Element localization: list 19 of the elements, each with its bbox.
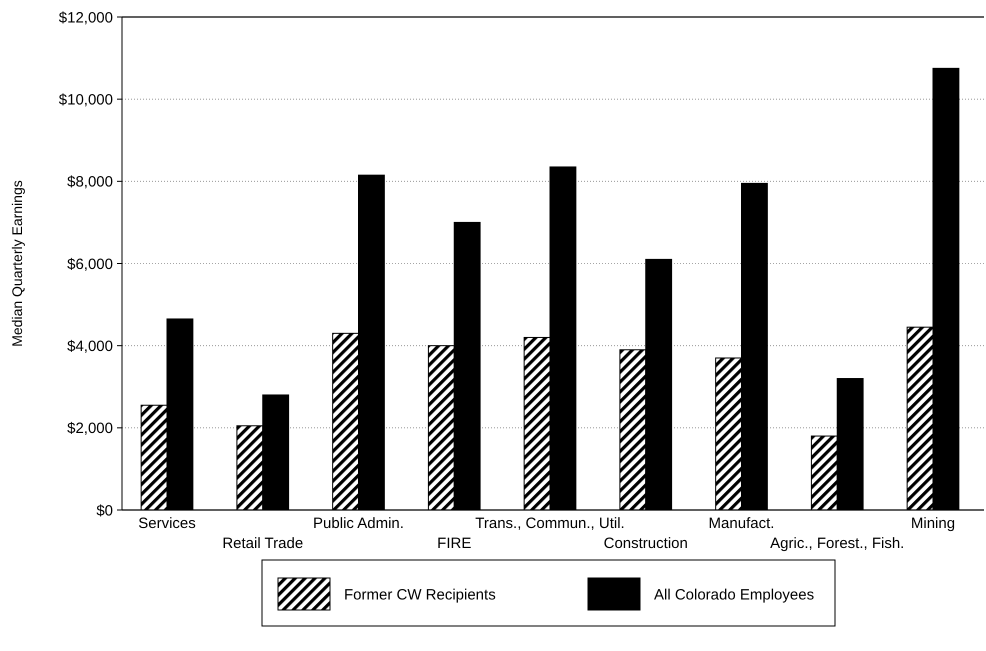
x-tick-label: Public Admin. bbox=[313, 515, 404, 532]
x-tick-label: Services bbox=[138, 515, 196, 532]
y-tick-label: $4,000 bbox=[67, 338, 113, 355]
x-tick-label: FIRE bbox=[437, 535, 472, 552]
legend-label: All Colorado Employees bbox=[654, 586, 814, 604]
x-tick-label: Agric., Forest., Fish. bbox=[770, 535, 904, 552]
x-tick-label: Trans., Commun., Util. bbox=[475, 515, 625, 532]
x-tick-label: Construction bbox=[604, 535, 688, 552]
x-tick-label: Retail Trade bbox=[222, 535, 304, 552]
y-axis-title: Median Quarterly Earnings bbox=[9, 180, 25, 347]
y-tick-label: $8,000 bbox=[67, 174, 113, 191]
y-tick-label: $10,000 bbox=[58, 91, 113, 108]
y-tick-label: $0 bbox=[96, 502, 113, 520]
x-tick-label: Mining bbox=[910, 515, 956, 532]
legend-label: Former CW Recipients bbox=[344, 586, 496, 604]
x-tick-label: Manufact. bbox=[708, 515, 774, 532]
y-tick-label: $6,000 bbox=[67, 256, 113, 273]
y-tick-label: $2,000 bbox=[67, 420, 113, 438]
y-tick-label: $12,000 bbox=[58, 9, 113, 26]
